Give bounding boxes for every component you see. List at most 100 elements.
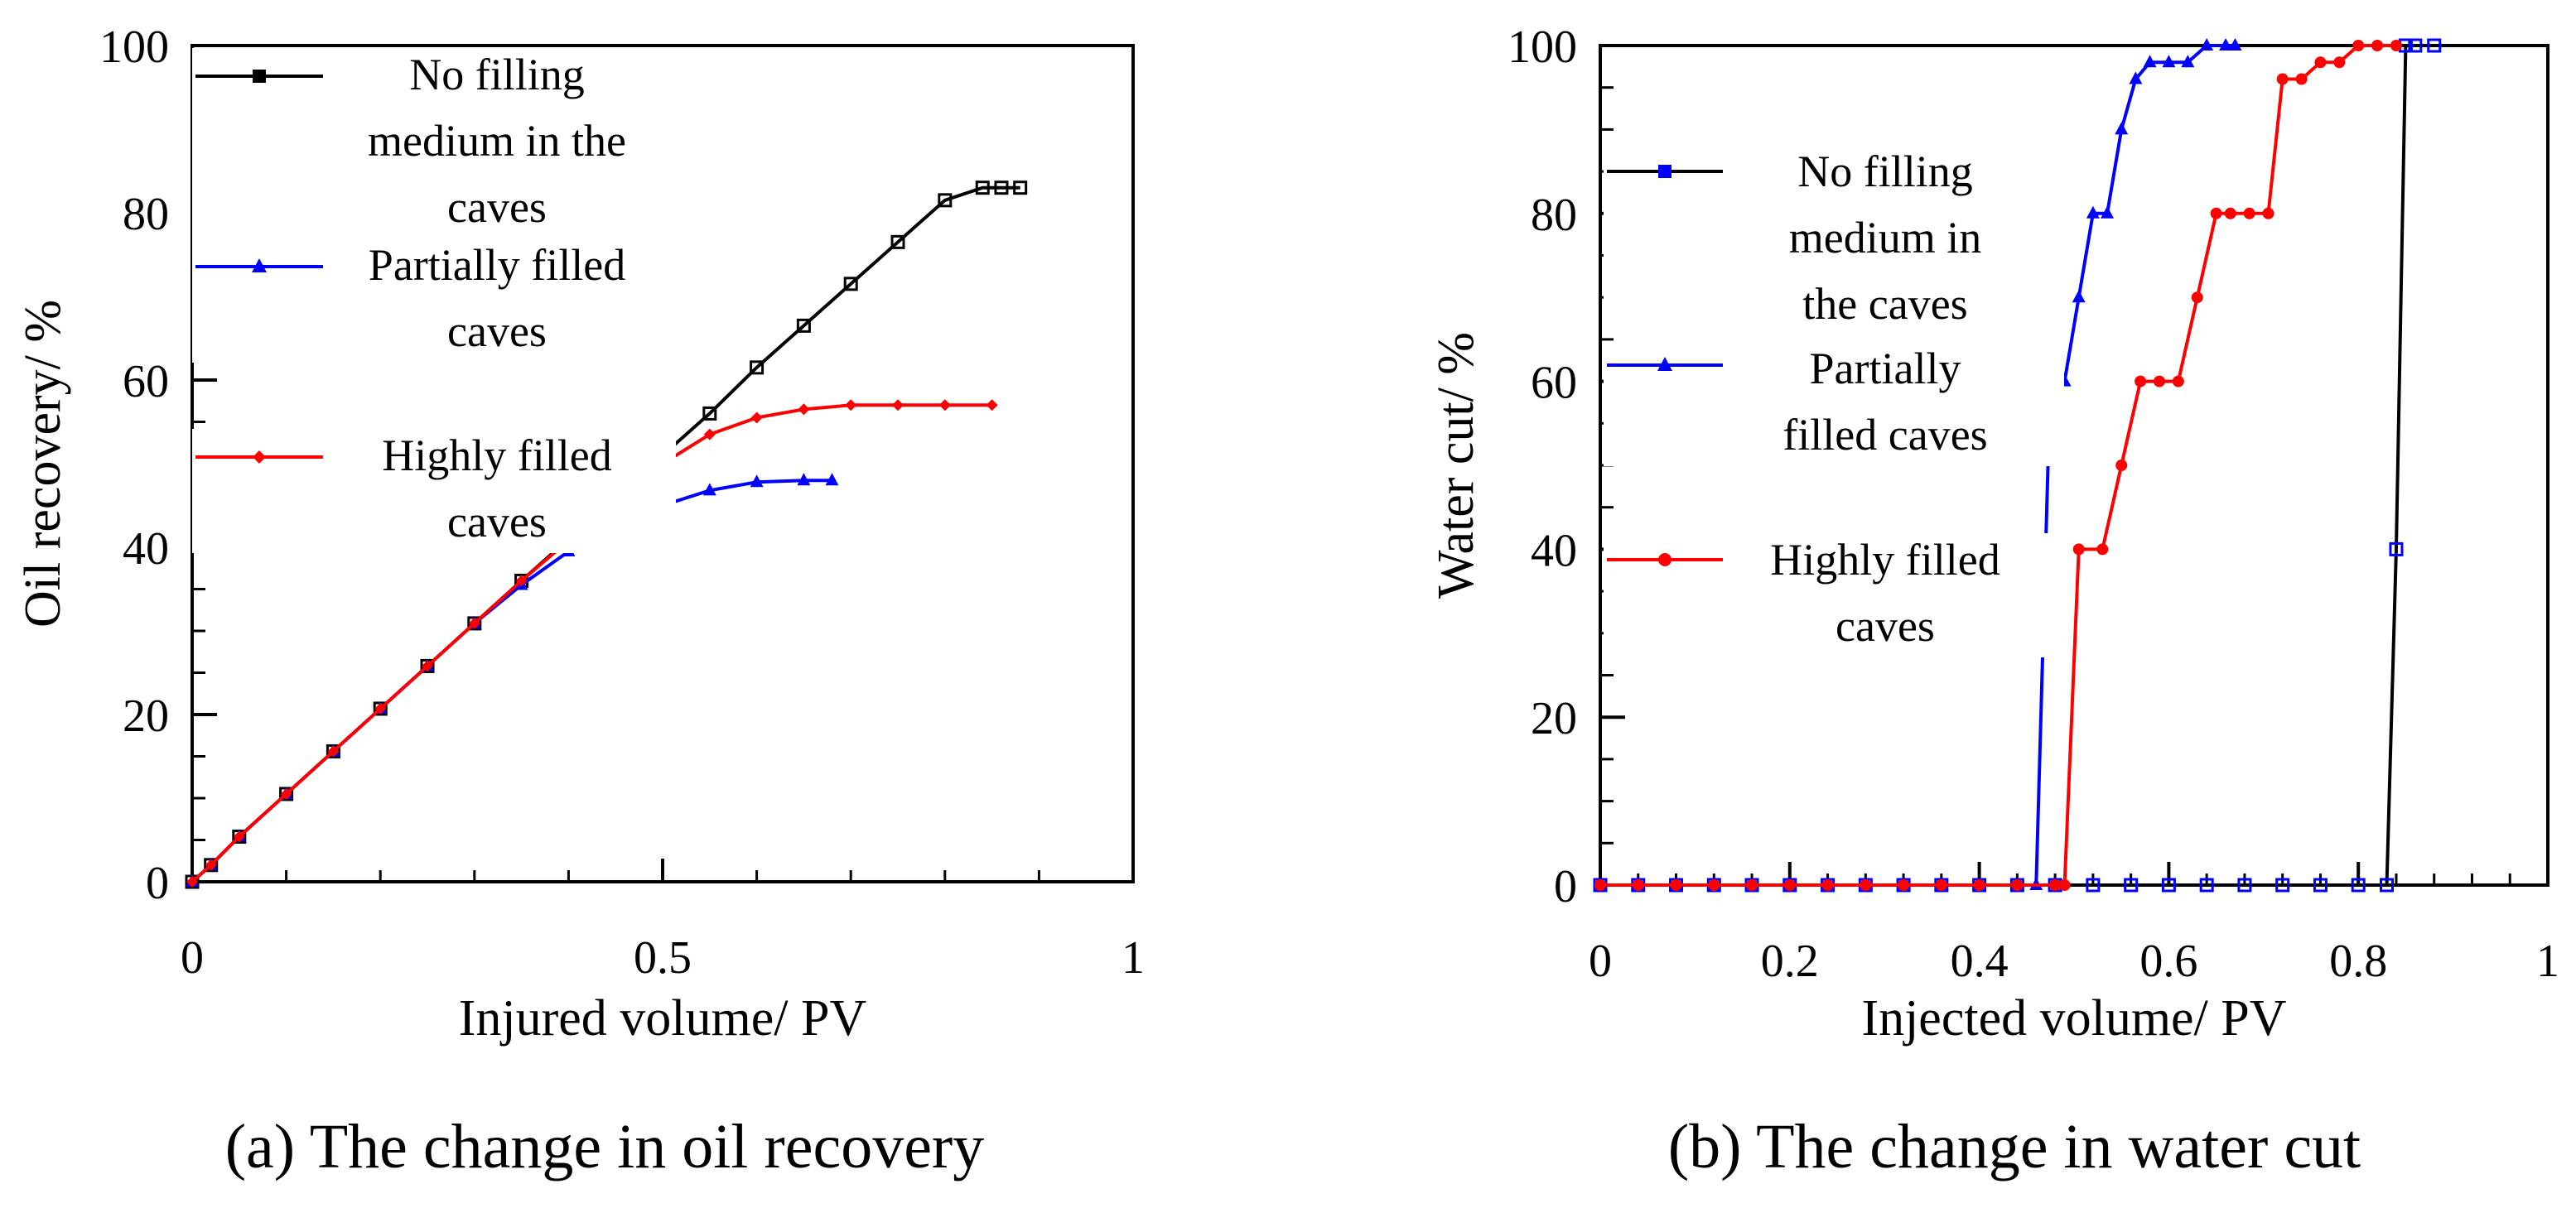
y-tick-label: 0 — [1554, 861, 1577, 912]
legend-label: caves — [447, 497, 547, 546]
data-point — [750, 411, 763, 424]
data-point — [2181, 55, 2195, 68]
legend-background — [192, 238, 676, 363]
legend-label: No filling — [409, 50, 585, 99]
data-point — [1783, 879, 1796, 891]
data-point — [750, 360, 765, 375]
data-point — [2380, 878, 2395, 893]
legend-label: Partially — [1810, 344, 1961, 393]
data-point — [2172, 375, 2184, 387]
data-point — [1746, 879, 1758, 891]
data-point — [2162, 55, 2176, 68]
data-point — [468, 617, 480, 629]
data-point — [2049, 879, 2062, 891]
data-point — [1013, 180, 1028, 195]
legend-entry-2: Partially filled caves — [1604, 342, 2064, 466]
data-point — [798, 403, 810, 416]
data-point — [890, 234, 905, 249]
y-tick-label: 20 — [1531, 693, 1577, 744]
y-tick-label: 80 — [123, 189, 169, 240]
figure-caption: (a) The change in oil recovery — [225, 1112, 985, 1182]
y-tick-label: 20 — [123, 691, 169, 742]
data-point — [2135, 375, 2147, 387]
legend-label: the caves — [1802, 279, 1967, 329]
data-point — [2086, 205, 2100, 219]
data-point — [797, 473, 811, 486]
legend-marker — [252, 258, 267, 272]
data-point — [2101, 205, 2115, 219]
legend-marker — [1658, 553, 1672, 566]
data-point — [2124, 878, 2139, 893]
series-3 — [1594, 40, 2402, 891]
data-point — [2224, 207, 2236, 219]
data-point — [2143, 55, 2157, 68]
data-point — [2371, 40, 2384, 51]
x-tick-label: 0.5 — [634, 932, 692, 984]
data-point — [2115, 122, 2129, 135]
data-point — [2262, 207, 2275, 219]
legend-label: caves — [1836, 601, 1935, 651]
legend-background — [1604, 342, 2064, 466]
x-tick-label: 0 — [181, 932, 204, 984]
data-point — [994, 180, 1009, 195]
data-point — [703, 428, 716, 440]
y-tick-label: 40 — [1531, 525, 1577, 576]
legend-label: Highly filled — [382, 431, 611, 480]
data-point — [2011, 879, 2024, 891]
x-tick-label: 0.2 — [1761, 936, 1819, 987]
data-point — [205, 859, 217, 871]
data-point — [2072, 543, 2085, 556]
data-point — [2058, 879, 2071, 891]
legend-background — [192, 48, 676, 238]
y-axis-label: Oil recovery/ % — [15, 300, 71, 628]
data-point — [280, 787, 292, 800]
legend-background — [192, 429, 676, 553]
data-point — [938, 399, 951, 411]
data-point — [2314, 56, 2327, 69]
data-point — [2161, 878, 2176, 893]
data-point — [1973, 879, 1985, 891]
legend-background — [1604, 533, 2064, 657]
x-tick-label: 0.8 — [2329, 936, 2387, 987]
legend-marker — [253, 70, 266, 83]
legend-entry-2: Partially filled caves — [192, 238, 676, 363]
data-point — [702, 483, 716, 496]
legend-label: medium in the — [368, 116, 626, 166]
data-point — [1708, 879, 1720, 891]
data-point — [1594, 879, 1606, 891]
data-point — [2408, 38, 2423, 53]
x-tick-label: 1 — [2536, 936, 2559, 987]
legend-label: filled caves — [1782, 410, 1987, 460]
data-point — [1935, 879, 1947, 891]
data-point — [702, 406, 717, 421]
data-point — [2275, 878, 2290, 893]
data-point — [2153, 375, 2165, 387]
legend-marker — [253, 450, 266, 464]
data-point — [2427, 38, 2442, 53]
legend-background — [1604, 145, 2064, 335]
data-point — [515, 575, 528, 587]
chart-water-cut: 0 0.2 0.4 0.6 0.8 1 0 20 40 60 80 100 Injected volum… — [1428, 22, 2559, 1182]
legend-label: Highly filled — [1770, 535, 2000, 585]
data-point — [2243, 207, 2255, 219]
data-point — [843, 277, 858, 291]
data-point — [1670, 879, 1682, 891]
y-tick-label: 60 — [1531, 358, 1577, 409]
data-point — [1898, 879, 1910, 891]
x-axis-label: Injected volume/ PV — [1861, 990, 2286, 1047]
legend-entry-3: Highly filled caves — [192, 429, 676, 553]
data-point — [2352, 40, 2365, 51]
data-point — [796, 318, 811, 333]
data-point — [2228, 38, 2242, 51]
data-point — [327, 745, 340, 758]
chart-oil-recovery: 0 0.5 1 0 20 40 60 80 100 Injured volume/ PV Oil r… — [15, 22, 1145, 1182]
data-point — [1821, 879, 1834, 891]
data-point — [2115, 460, 2128, 471]
data-point — [2191, 291, 2203, 304]
data-point — [1632, 879, 1644, 891]
data-point — [2129, 71, 2143, 84]
data-point — [845, 399, 857, 411]
y-tick-label: 40 — [123, 523, 169, 575]
data-point — [2333, 56, 2346, 69]
